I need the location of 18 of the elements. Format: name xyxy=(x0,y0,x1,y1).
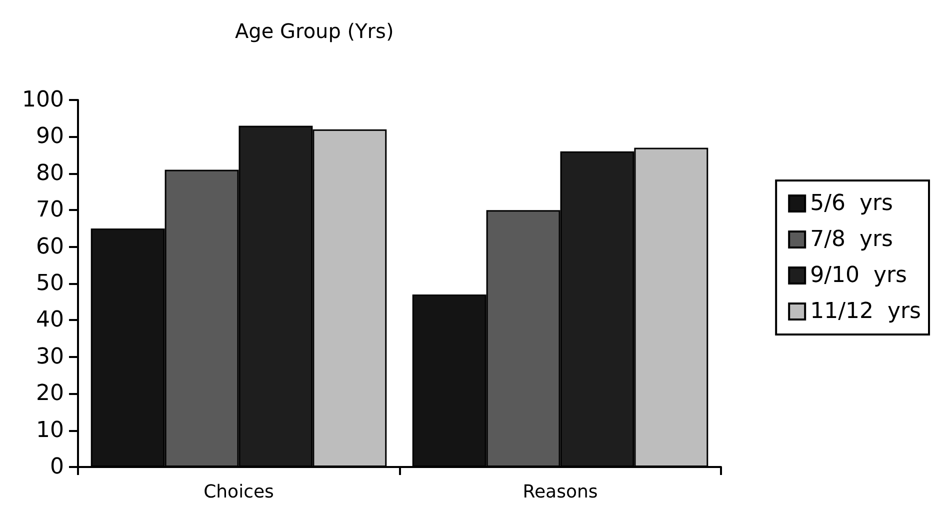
y-tick-label: 40 xyxy=(36,308,64,333)
y-tick-label: 80 xyxy=(36,160,64,186)
chart-title: Age Group (Yrs) xyxy=(235,19,394,43)
legend-label: 9/10 yrs xyxy=(810,263,908,288)
y-tick-label: 20 xyxy=(36,381,64,406)
y-tick-label: 70 xyxy=(36,198,64,223)
y-tick-label: 100 xyxy=(22,88,64,112)
x-tick-label: Reasons xyxy=(522,482,598,502)
y-tick-label: 0 xyxy=(50,454,64,480)
y-tick-label: 60 xyxy=(36,234,64,260)
y-tick-label: 30 xyxy=(36,344,64,370)
legend-label: 11/12 yrs xyxy=(810,299,922,324)
legend-label: 7/8 yrs xyxy=(810,227,894,252)
y-tick-label: 90 xyxy=(36,124,64,150)
y-tick-label: 50 xyxy=(36,271,64,296)
x-tick-label: Choices xyxy=(204,482,274,502)
legend-label: 5/6 yrs xyxy=(810,191,894,216)
y-tick-label: 10 xyxy=(36,418,64,443)
